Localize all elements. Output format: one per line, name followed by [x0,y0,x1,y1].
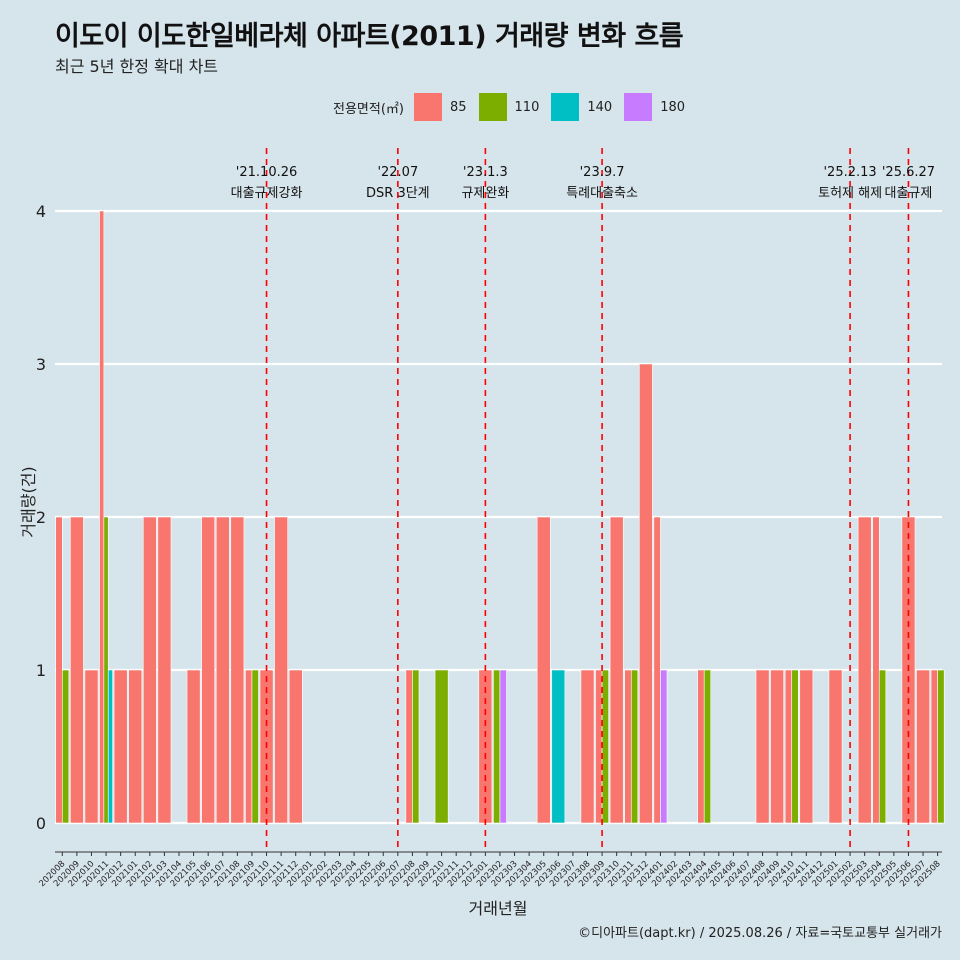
bar-202208-110 [412,669,420,824]
event-date-1: '22.07 [377,165,418,180]
y-tick-label-1: 1 [36,661,46,680]
event-label-1: DSR 3단계 [366,186,430,201]
bar-202503-85 [857,516,872,824]
bar-202102-85 [142,516,157,824]
bar-202504-85 [872,516,880,824]
y-tick-label-4: 4 [36,202,46,221]
bar-202108-85 [230,516,245,824]
event-date-5: '25.6.27 [882,165,935,180]
bar-202309-110 [601,669,609,824]
bar-202011-140 [107,669,113,824]
bar-202309-85 [595,669,603,824]
bar-202112-85 [288,669,303,824]
bar-202011-85 [99,210,105,824]
bar-202011-110 [103,516,109,824]
event-label-5: 대출규제 [885,186,933,201]
bar-202109-110 [251,669,259,824]
legend-key-110 [478,93,507,121]
bar-202208-85 [405,669,413,824]
bar-202310-85 [609,516,624,824]
legend-label-180: 180 [660,99,686,115]
legend-item-140: 140 [551,93,612,121]
bar-202109-85 [245,669,253,824]
event-label-2: 규제완화 [461,186,509,201]
legend-title: 전용면적(㎡) [333,101,404,117]
event-date-0: '21.10.26 [236,165,297,180]
bar-202507-85 [916,669,930,824]
bar-202410-85 [784,669,793,824]
bar-202404-85 [697,669,705,824]
bar-202009-85 [70,516,84,824]
legend-item-180: 180 [624,93,685,121]
bar-202305-85 [536,516,551,824]
chart-title: 이도이 이도한일베라체 아파트(2011) 거래량 변화 흐름 [55,21,684,52]
bar-202410-110 [791,669,799,824]
bar-202308-85 [580,669,595,824]
y-axis-label: 거래량(건) [19,466,38,537]
bar-202010-85 [84,669,99,824]
bar-202311-85 [624,669,632,824]
bar-202101-85 [128,669,143,824]
event-label-4: 토허제 해제 [818,186,882,201]
bar-202508-110 [937,669,945,824]
bar-202401-85 [653,516,661,824]
event-date-4: '25.2.13 [823,165,876,180]
bar-202404-110 [703,669,712,824]
chart-subtitle: 최근 5년 한정 확대 차트 [55,57,219,76]
y-tick-label-2: 2 [36,508,46,527]
legend: 전용면적(㎡) 85 110 140 180 [333,93,697,121]
bar-202508-85 [930,669,938,824]
bar-202409-85 [770,669,785,824]
bar-202401-180 [660,669,668,824]
bar-202504-110 [878,669,887,824]
event-markers: '21.10.26 대출규제강화 '22.07 DSR 3단계 '23.1.3 규제완화 '… [231,148,935,852]
bar-202302-110 [493,669,501,824]
bar-202106-85 [201,516,216,824]
bar-202411-85 [799,669,814,824]
bar-202210-110 [434,669,449,824]
y-tick-label-0: 0 [36,814,46,833]
legend-item-85: 85 [413,93,467,121]
legend-key-140 [551,93,580,121]
bar-202105-85 [186,669,201,824]
caption: ©디아파트(dapt.kr) / 2025.08.26 / 자료=국토교통부 실… [578,926,942,941]
bar-202103-85 [157,516,172,824]
bar-202008-110 [61,669,70,824]
event-label-0: 대출규제강화 [231,186,303,201]
legend-label-110: 110 [514,99,540,115]
event-date-2: '23.1.3 [463,165,508,180]
bar-202408-85 [755,669,770,824]
bar-202107-85 [215,516,230,824]
legend-label-85: 85 [449,99,467,115]
legend-key-180 [624,93,653,121]
bar-202012-85 [113,669,128,824]
legend-item-110: 110 [478,93,540,121]
event-label-3: 특례대출축소 [566,186,638,201]
bar-202008-85 [55,516,63,824]
legend-label-140: 140 [587,99,613,115]
event-date-3: '23.9.7 [580,165,625,180]
bar-202111-85 [274,516,288,824]
bar-202312-85 [638,363,653,824]
x-axis-label: 거래년월 [469,899,528,918]
bar-202501-85 [828,669,843,824]
bar-202302-180 [499,669,507,824]
bar-202306-140 [551,669,566,824]
legend-key-85 [413,93,442,121]
y-tick-label-3: 3 [36,355,46,374]
bar-202311-110 [630,669,639,824]
